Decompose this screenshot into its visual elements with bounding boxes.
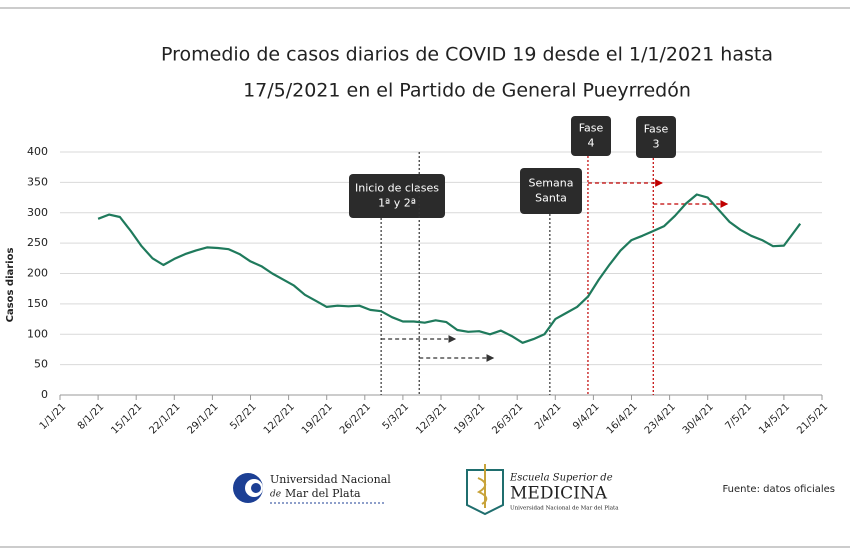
x-tick-label: 5/2/21 (228, 401, 259, 432)
medicina-logo: Escuela Superior de MEDICINA Universidad… (466, 464, 619, 516)
event-box (349, 174, 445, 218)
x-tick-label: 5/3/21 (381, 401, 412, 432)
event-label: Santa (535, 192, 567, 205)
medicina-school: Escuela Superior de (509, 473, 613, 484)
unmdp-name: Universidad Nacional (270, 473, 391, 486)
x-tick-label: 19/2/21 (300, 401, 335, 436)
medicina-university: Universidad Nacional de Mar del Plata (510, 506, 619, 512)
x-tick-label: 1/1/21 (38, 401, 69, 432)
chart-title: Promedio de casos diarios de COVID 19 de… (161, 44, 773, 66)
source-note: Fuente: datos oficiales (722, 484, 835, 495)
event-label: 4 (588, 137, 595, 150)
y-tick-label: 300 (27, 206, 48, 219)
event-label: Fase (644, 123, 669, 136)
x-tick-label: 23/4/21 (643, 401, 678, 436)
y-tick-label: 50 (34, 358, 48, 371)
y-tick-label: 200 (27, 267, 48, 280)
y-tick-label: 0 (41, 388, 48, 401)
x-tick-label: 19/3/21 (452, 401, 487, 436)
y-tick-label: 250 (27, 236, 48, 249)
x-tick-label: 15/1/21 (109, 401, 144, 436)
x-tick-label: 7/5/21 (724, 401, 755, 432)
y-tick-label: 400 (27, 145, 48, 158)
x-tick-label: 29/1/21 (186, 401, 221, 436)
x-tick-label: 30/4/21 (681, 401, 716, 436)
unmdp-de: de (270, 490, 281, 500)
event-label: 3 (653, 138, 660, 151)
y-axis-label: Casos diarios (5, 248, 16, 323)
x-tick-label: 21/5/21 (795, 401, 830, 436)
x-tick-label: 12/3/21 (414, 401, 449, 436)
y-tick-label: 100 (27, 327, 48, 340)
x-tick-label: 16/4/21 (605, 401, 640, 436)
event-label: Fase (579, 122, 604, 135)
x-tick-label: 14/5/21 (757, 401, 792, 436)
event-label: Semana (529, 177, 574, 190)
x-tick-label: 12/2/21 (262, 401, 297, 436)
event-label: 1ª y 2ª (378, 197, 416, 210)
event-box (571, 116, 611, 156)
data-line (97, 193, 802, 344)
x-tick-label: 2/4/21 (533, 401, 564, 432)
x-tick-label: 22/1/21 (147, 401, 182, 436)
medicina-name: MEDICINA (510, 484, 608, 504)
x-tick-label: 26/3/21 (490, 401, 525, 436)
chart-title: 17/5/2021 en el Partido de General Pueyr… (243, 80, 691, 102)
event-label: Inicio de clases (355, 182, 439, 195)
unmdp-logo: Universidad Nacional de Mar del Plata (233, 473, 391, 504)
unmdp-city: Mar del Plata (285, 487, 361, 500)
event-box (636, 116, 676, 158)
x-tick-label: 8/1/21 (76, 401, 107, 432)
x-tick-label: 9/4/21 (571, 401, 602, 432)
y-tick-label: 350 (27, 175, 48, 188)
x-tick-label: 26/2/21 (338, 401, 373, 436)
event-box (520, 168, 582, 214)
y-tick-label: 150 (27, 297, 48, 310)
